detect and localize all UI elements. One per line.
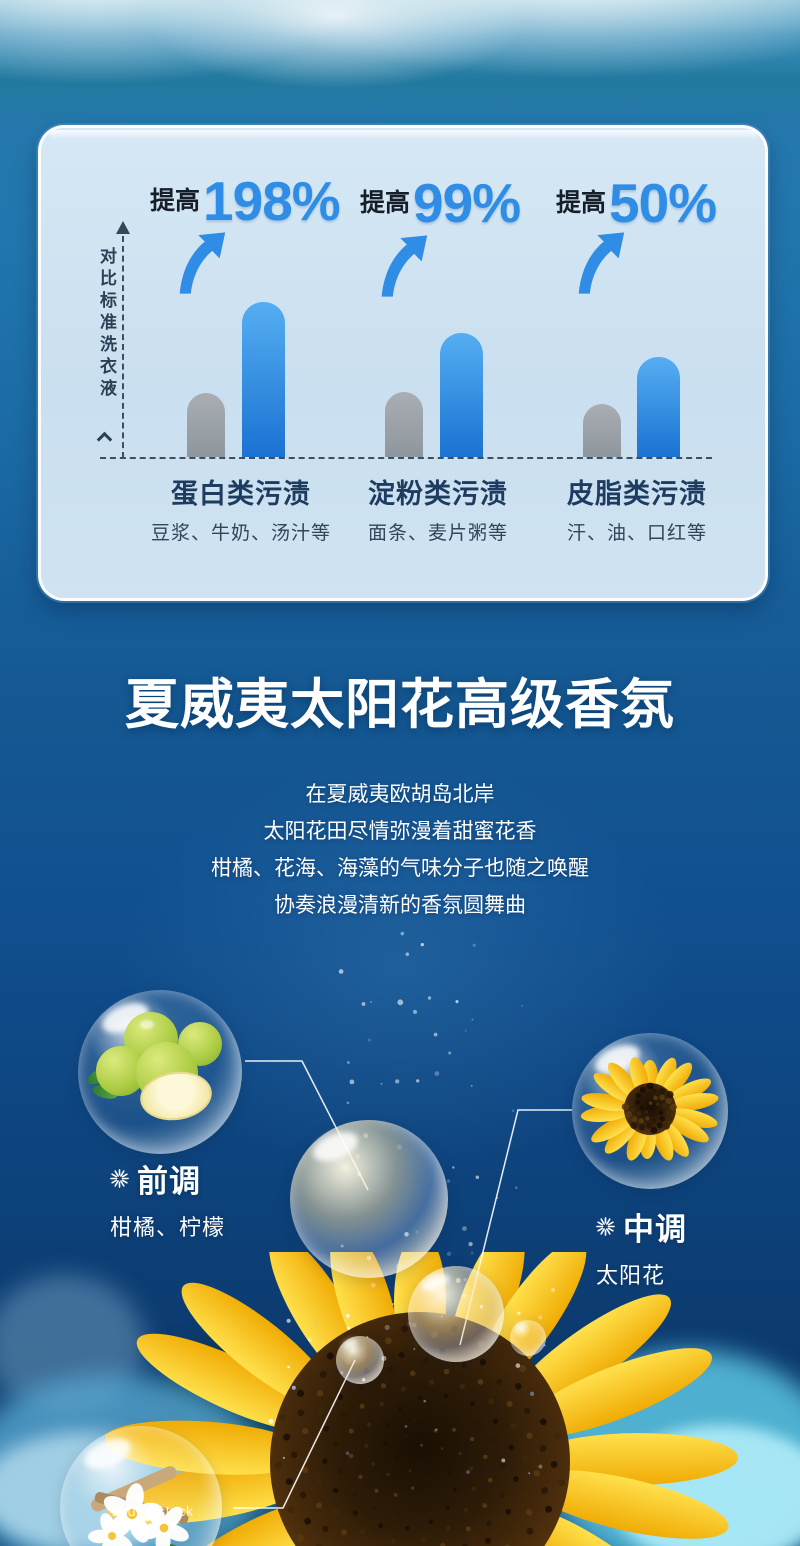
sunflower-bubble — [572, 1033, 728, 1189]
y-axis-arrowhead — [116, 221, 130, 234]
category-examples: 豆浆、牛奶、汤汁等 — [150, 523, 331, 544]
category-protein: 蛋白类污渍 豆浆、牛奶、汤汁等 — [131, 472, 351, 545]
note-ingredients: 太阳花 — [596, 1263, 666, 1288]
stat-prefix: 提高 — [556, 189, 607, 218]
axis-up-caret-icon — [99, 432, 110, 443]
stat-protein: 提高 198% — [150, 170, 341, 232]
sparkle-icon — [596, 1217, 615, 1236]
category-label: 蛋白类污渍 — [171, 479, 311, 509]
category-label: 淀粉类污渍 — [368, 479, 508, 509]
category-sebum: 皮脂类污渍 汗、油、口红等 — [527, 472, 747, 545]
sunflower-small-image — [580, 1057, 719, 1161]
bar-chart — [105, 220, 715, 458]
fragrance-description: 在夏威夷欧胡岛北岸 太阳花田尽情弥漫着甜蜜花香 柑橘、花海、海藻的气味分子也随之… — [0, 776, 800, 924]
description-line: 太阳花田尽情弥漫着甜蜜花香 — [263, 820, 537, 843]
stat-prefix: 提高 — [150, 187, 201, 216]
description-line: 协奏浪漫清新的香氛圆舞曲 — [274, 894, 526, 917]
fragrance-bubble-large — [290, 1120, 448, 1278]
watermark-text: shutterstock — [112, 1503, 194, 1519]
fragrance-bubble-tiny — [510, 1320, 546, 1356]
stat-sebum: 提高 50% — [556, 172, 717, 234]
stat-starch: 提高 99% — [360, 172, 521, 234]
increase-arrow-icon — [381, 235, 428, 297]
sparkle-icon — [110, 1169, 129, 1188]
stat-value: 50% — [609, 172, 717, 234]
section-title: 夏威夷太阳花高级香氛 — [125, 675, 675, 735]
fruit-highlight — [140, 1020, 154, 1029]
bar-standard — [187, 393, 225, 457]
note-label: 前调 — [137, 1164, 201, 1199]
fragrance-bubble-small — [336, 1336, 384, 1384]
white-blossoms-image — [88, 1466, 189, 1546]
bar-product — [440, 333, 483, 457]
fragrance-bubble-medium — [408, 1266, 504, 1362]
middle-note-label-group: 中调 太阳花 — [596, 1204, 746, 1290]
blossom-bubble — [60, 1426, 222, 1546]
x-axis — [100, 457, 712, 459]
note-label: 中调 — [623, 1212, 687, 1247]
category-starch: 淀粉类污渍 面条、麦片粥等 — [328, 472, 548, 545]
bar-standard — [583, 404, 621, 457]
bar-product — [637, 357, 680, 457]
category-examples: 面条、麦片粥等 — [367, 523, 508, 544]
top-note-label-group: 前调 柑橘、柠檬 — [110, 1156, 280, 1242]
note-ingredients: 柑橘、柠檬 — [110, 1215, 226, 1240]
increase-arrow-icon — [179, 232, 226, 294]
description-line: 在夏威夷欧胡岛北岸 — [305, 783, 495, 806]
description-line: 柑橘、花海、海藻的气味分子也随之唤醒 — [211, 857, 589, 880]
increase-arrow-icon — [578, 232, 625, 294]
stat-value: 198% — [203, 170, 341, 232]
category-label: 皮脂类污渍 — [567, 479, 707, 509]
stat-prefix: 提高 — [360, 189, 411, 218]
bar-product — [242, 302, 285, 457]
y-axis-label: 对比标准洗衣液 — [97, 247, 116, 401]
category-examples: 汗、油、口红等 — [566, 523, 707, 544]
stat-value: 99% — [413, 172, 521, 234]
citrus-bubble — [78, 990, 242, 1154]
bar-standard — [385, 392, 423, 457]
y-axis — [122, 236, 124, 458]
